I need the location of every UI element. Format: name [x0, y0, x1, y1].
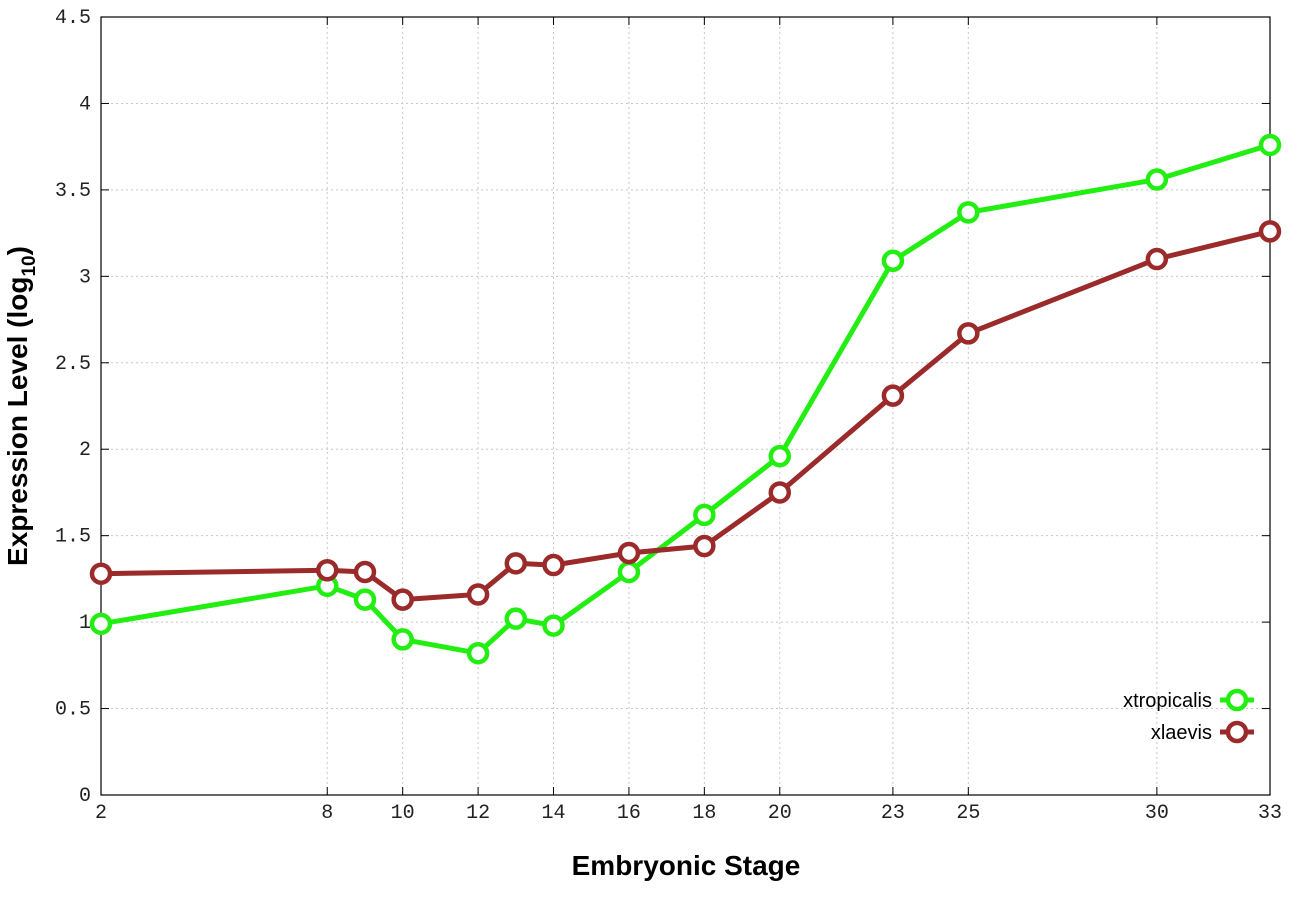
data-point-xtropicalis [353, 588, 377, 611]
y-axis-title-close: ) [2, 246, 33, 255]
x-tick-label: 10 [391, 802, 415, 825]
x-tick-label: 16 [617, 802, 641, 825]
plot-frame [100, 16, 1271, 796]
data-point-xlaevis [391, 588, 414, 611]
series-line-xtropicalis [100, 142, 1271, 656]
data-point-xtropicalis [1145, 168, 1169, 191]
data-point-xtropicalis [693, 503, 716, 527]
data-point-xtropicalis [617, 560, 641, 584]
data-point-xlaevis [466, 583, 490, 606]
data-point-xlaevis [1258, 220, 1282, 243]
data-point-xtropicalis [768, 444, 792, 468]
data-point-xtropicalis [881, 249, 905, 273]
data-point-xlaevis [617, 541, 641, 565]
series-line-xlaevis [100, 228, 1271, 603]
y-tick-label: 0 [79, 785, 91, 808]
x-tick-label: 23 [881, 802, 905, 825]
x-tick-label: 20 [768, 802, 792, 825]
y-tick-label: 0.5 [55, 699, 91, 722]
data-point-xtropicalis [542, 614, 565, 637]
x-tick-label: 30 [1145, 802, 1169, 825]
x-tick-label: 33 [1258, 802, 1282, 825]
data-point-xlaevis [316, 558, 339, 582]
y-axis-title-main: Expression Level (log [2, 277, 33, 566]
x-axis-title: Embryonic Stage [572, 850, 801, 881]
data-point-xtropicalis [466, 641, 490, 665]
data-point-xlaevis [693, 534, 716, 558]
x-tick-label: 2 [95, 802, 107, 825]
y-axis-title: Expression Level (log10) [2, 246, 40, 566]
data-point-xlaevis [542, 553, 565, 577]
x-axis-ticks: 2 8 10 12 14 16 18 20 23 25 30 33 [95, 17, 1282, 825]
data-point-xlaevis [353, 560, 377, 584]
legend-label-xlaevis: xlaevis [1151, 722, 1212, 744]
series [89, 133, 1282, 665]
legend-marker-xlaevis [1225, 720, 1249, 744]
y-axis-title-subscript: 10 [19, 255, 40, 276]
y-tick-label: 1.5 [55, 526, 91, 549]
data-point-xtropicalis [89, 612, 113, 636]
data-point-xlaevis [768, 481, 792, 504]
y-tick-label: 2 [79, 439, 91, 462]
data-point-xlaevis [1145, 247, 1169, 271]
y-axis-ticks: 0 0.5 1 1.5 2 2.5 3 3.5 4 4.5 [55, 7, 1270, 808]
x-tick-label: 8 [321, 802, 333, 825]
y-tick-label: 2.5 [55, 353, 91, 376]
x-tick-label: 12 [466, 802, 490, 825]
data-point-xtropicalis [1258, 133, 1282, 157]
data-point-xlaevis [881, 384, 905, 407]
y-tick-label: 3.5 [55, 180, 91, 203]
legend: xtropicalis xlaevis [1123, 688, 1254, 744]
x-tick-label: 18 [692, 802, 716, 825]
y-tick-label: 4.5 [55, 7, 91, 30]
legend-label-xtropicalis: xtropicalis [1123, 690, 1212, 712]
data-point-xtropicalis [391, 628, 414, 651]
y-tick-label: 1 [79, 612, 91, 635]
data-point-xtropicalis [957, 201, 980, 224]
data-point-xlaevis [89, 562, 113, 585]
data-point-xlaevis [504, 552, 528, 575]
x-tick-label: 14 [542, 802, 566, 825]
x-tick-label: 25 [956, 802, 980, 825]
data-point-xtropicalis [504, 607, 528, 630]
legend-marker-xtropicalis [1225, 688, 1249, 712]
y-tick-label: 4 [79, 93, 91, 116]
data-point-xlaevis [957, 322, 980, 345]
y-tick-label: 3 [79, 266, 91, 289]
grid [101, 17, 1270, 795]
